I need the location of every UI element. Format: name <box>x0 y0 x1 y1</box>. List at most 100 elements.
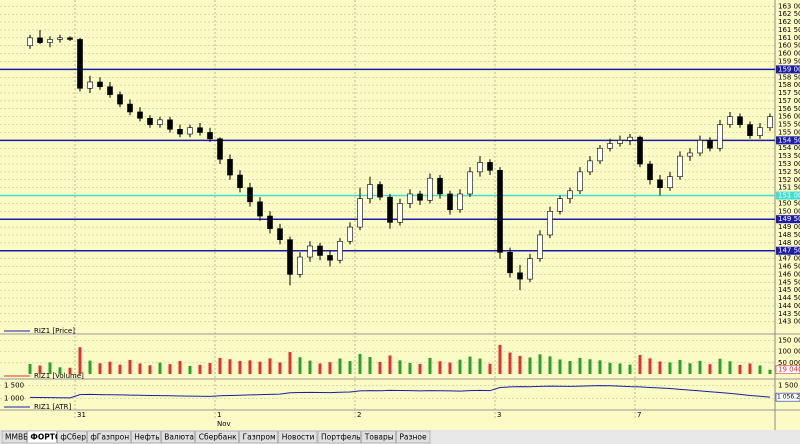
volume-bar <box>158 362 162 374</box>
tab[interactable] <box>396 430 431 444</box>
volume-bar <box>628 364 632 374</box>
tab[interactable] <box>1 430 27 444</box>
volume-bar <box>178 361 182 374</box>
tab[interactable] <box>317 430 362 444</box>
tab-label[interactable]: ФОРТС <box>30 433 60 442</box>
volume-bar <box>538 354 542 374</box>
candle-body <box>407 193 413 204</box>
y-tick-label: 153 500 <box>778 152 800 160</box>
tab-label[interactable]: ММВБ <box>5 433 28 442</box>
tab-label[interactable]: Валюта <box>164 433 194 442</box>
candle-body <box>217 138 223 160</box>
volume-bar <box>708 364 712 374</box>
volume-bar <box>308 360 312 374</box>
volume-bar <box>318 363 322 374</box>
candle-body <box>717 124 723 149</box>
candle-body <box>417 193 423 201</box>
volume-bar <box>128 359 132 374</box>
tab[interactable] <box>278 430 318 444</box>
level-label: 159 000 <box>778 65 800 73</box>
candle-body <box>767 116 773 129</box>
volume-bar <box>278 362 282 374</box>
candle-body <box>637 136 643 165</box>
candle-body <box>337 240 343 261</box>
volume-bar <box>698 360 702 374</box>
level-label-box <box>776 136 800 145</box>
tab-label[interactable]: Товары <box>364 433 394 442</box>
tab[interactable] <box>195 430 239 444</box>
candle-body <box>537 234 543 259</box>
y-tick-label: 146 000 <box>778 270 800 278</box>
candle-body <box>197 127 203 133</box>
volume-bar <box>618 363 622 374</box>
tab-label[interactable]: фГазпрон <box>90 433 129 442</box>
tab[interactable] <box>160 430 196 444</box>
candle-body <box>757 127 763 136</box>
x-tick-label: 2 <box>357 411 361 419</box>
level-label-box <box>776 215 800 224</box>
volume-tick-label: 100 000 <box>778 348 800 356</box>
y-tick-label: 150 000 <box>778 207 800 215</box>
candle-body <box>327 255 333 261</box>
level-label: 151 000 <box>778 192 800 200</box>
volume-bar <box>668 362 672 374</box>
volume-bar <box>518 355 522 374</box>
tab[interactable] <box>57 430 87 444</box>
volume-bar <box>448 362 452 374</box>
candle-body <box>307 245 313 258</box>
tab[interactable] <box>239 430 279 444</box>
tab-label[interactable]: Нефть <box>134 433 159 442</box>
candle-body <box>97 81 103 88</box>
volume-bar <box>338 358 342 374</box>
volume-bar <box>498 344 502 374</box>
tab[interactable] <box>27 430 57 444</box>
y-tick-label: 162 000 <box>778 18 800 26</box>
volume-bar <box>558 359 562 374</box>
candle-body <box>667 176 673 188</box>
candle-body <box>117 94 123 105</box>
candle-body <box>127 103 133 113</box>
y-tick-label: 143 500 <box>778 310 800 318</box>
tab-label[interactable]: фСбер <box>60 433 86 442</box>
volume-bar <box>608 362 612 374</box>
volume-bar <box>508 352 512 374</box>
candle-body <box>277 228 283 240</box>
y-tick-label: 155 000 <box>778 128 800 136</box>
tab-label[interactable]: Новости <box>282 433 315 442</box>
tab-label[interactable]: Разное <box>399 433 427 442</box>
tab[interactable] <box>361 430 396 444</box>
tab[interactable] <box>87 430 131 444</box>
candle-body <box>147 117 153 125</box>
candle-body <box>367 184 373 199</box>
candle-body <box>607 143 613 149</box>
volume-bar <box>48 362 52 374</box>
y-tick-label: 160 500 <box>778 42 800 50</box>
candle-body <box>547 211 553 236</box>
volume-bar <box>358 353 362 374</box>
pane-legend: RIZ1 [ATR] <box>34 403 72 411</box>
volume-bar <box>438 361 442 374</box>
volume-bar <box>78 347 82 374</box>
atr-last-label: 1 056.20 <box>777 394 800 401</box>
atr-tick-label: 1 500 <box>778 381 798 389</box>
month-label: Nov <box>217 420 231 428</box>
tab-label[interactable]: Портфель <box>321 433 361 442</box>
volume-bar <box>188 365 192 374</box>
volume-tick-label: 50 000 <box>778 359 800 367</box>
candle-body <box>507 252 513 274</box>
candle-body <box>87 81 93 89</box>
candle-body <box>297 256 303 275</box>
volume-bar <box>488 363 492 374</box>
candle-body <box>57 37 63 40</box>
candle-body <box>247 187 253 203</box>
volume-bar <box>98 363 102 374</box>
tab-label[interactable]: Газпром <box>243 433 276 442</box>
tab-label[interactable]: Сбербанк <box>199 433 237 442</box>
tab[interactable] <box>130 430 161 444</box>
atr-tick-label-left: 1 000 <box>4 395 24 403</box>
y-tick-label: 146 500 <box>778 263 800 271</box>
volume-bar <box>398 360 402 374</box>
candle-body <box>257 201 263 217</box>
volume-bar <box>258 361 262 374</box>
x-tick-label: 1 <box>217 411 221 419</box>
